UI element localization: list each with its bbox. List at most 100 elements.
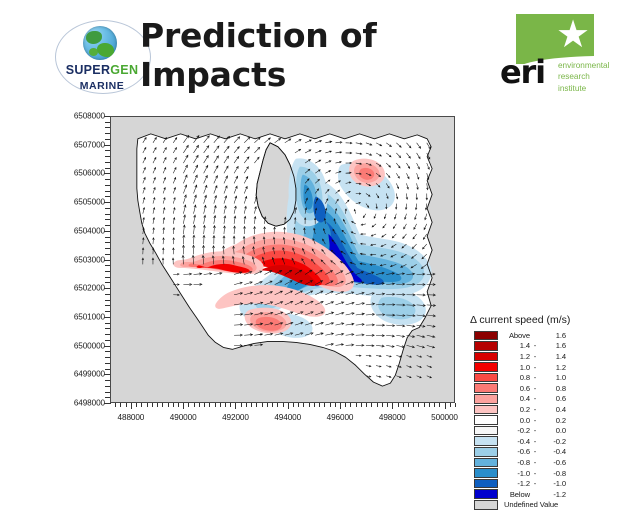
legend-entry-label: 1.4-1.6 bbox=[504, 341, 566, 350]
legend-color-swatch bbox=[474, 341, 498, 351]
eri-tagline: environmental research institute bbox=[558, 60, 624, 94]
legend-entry-label: 1.2-1.4 bbox=[504, 352, 566, 361]
current-vector-arrow bbox=[417, 335, 425, 337]
legend-entry: -0.4--0.2 bbox=[474, 436, 626, 447]
legend-entry: 1.2-1.4 bbox=[474, 351, 626, 362]
legend-entry: -1.2--1.0 bbox=[474, 478, 626, 489]
legend-color-swatch bbox=[474, 458, 498, 468]
legend-entry: -1.0--0.8 bbox=[474, 468, 626, 479]
current-vector-arrow bbox=[417, 376, 422, 378]
legend-entry-label: -1.2--1.0 bbox=[504, 479, 566, 488]
legend-color-swatch bbox=[474, 489, 498, 499]
y-axis-tick-label: 6506000 bbox=[74, 169, 105, 178]
legend-entry-label: -0.4--0.2 bbox=[504, 437, 566, 446]
current-vector-arrow bbox=[417, 345, 425, 348]
x-axis-tick-label: 494000 bbox=[274, 413, 301, 422]
legend-entry-label: Below-1.2 bbox=[504, 490, 566, 499]
y-axis-tick-label: 6504000 bbox=[74, 226, 105, 235]
current-vector-arrow bbox=[142, 258, 144, 264]
legend-entry-label: 0.2-0.4 bbox=[504, 405, 566, 414]
current-vector-arrow bbox=[406, 366, 411, 368]
legend-entry-label: 0.8-1.0 bbox=[504, 373, 566, 382]
legend-color-swatch bbox=[474, 373, 498, 383]
legend-entry-label: 0.0-0.2 bbox=[504, 416, 566, 425]
current-vector-arrow bbox=[427, 335, 435, 337]
current-vector-arrow bbox=[142, 238, 144, 244]
current-vector-arrow bbox=[142, 248, 144, 254]
eri-tagline-line3: institute bbox=[558, 83, 624, 94]
legend-entry: -0.6--0.4 bbox=[474, 447, 626, 458]
legend-entry: 1.4-1.6 bbox=[474, 341, 626, 352]
legend-entry: -0.2-0.0 bbox=[474, 425, 626, 436]
legend-entry-label: -0.8--0.6 bbox=[504, 458, 566, 467]
y-axis-tick-label: 6507000 bbox=[74, 140, 105, 149]
slide-header: SUPERGEN MARINE Prediction of Impacts ★ … bbox=[0, 0, 638, 108]
map-canvas bbox=[111, 117, 454, 402]
legend-color-swatch bbox=[474, 415, 498, 425]
current-vector-arrow bbox=[173, 294, 179, 296]
legend-color-swatch bbox=[474, 479, 498, 489]
x-axis-tick-label: 492000 bbox=[222, 413, 249, 422]
x-axis-tick-label: 496000 bbox=[327, 413, 354, 422]
current-vector-arrow bbox=[406, 376, 411, 378]
legend-entry-label: Undefined Value bbox=[504, 500, 558, 509]
current-vector-arrow bbox=[152, 258, 154, 264]
legend-entry-label: -0.2-0.0 bbox=[504, 426, 566, 435]
legend-title: Δ current speed (m/s) bbox=[470, 314, 570, 326]
eri-wordmark: eri bbox=[500, 56, 545, 88]
x-axis-tick-label: 500000 bbox=[431, 413, 458, 422]
globe-icon bbox=[83, 26, 117, 60]
current-vector-arrow bbox=[427, 366, 432, 368]
legend-entry-label: -0.6--0.4 bbox=[504, 447, 566, 456]
legend-entry-label: 0.4-0.6 bbox=[504, 394, 566, 403]
x-axis-labels: 488000 490000 492000 494000 496000 498000 5000… bbox=[110, 404, 455, 426]
legend-color-swatch bbox=[474, 468, 498, 478]
current-vector-arrow bbox=[427, 345, 435, 348]
legend-entry: 0.0-0.2 bbox=[474, 415, 626, 426]
slide-root: SUPERGEN MARINE Prediction of Impacts ★ … bbox=[0, 0, 638, 451]
x-axis-tick-label: 498000 bbox=[379, 413, 406, 422]
star-icon: ★ bbox=[556, 20, 588, 52]
supergen-word-super: SUPER bbox=[66, 63, 111, 77]
legend-color-swatch bbox=[474, 362, 498, 372]
y-axis-tick-label: 6501000 bbox=[74, 312, 105, 321]
x-axis-tick-label: 488000 bbox=[118, 413, 145, 422]
y-axis-tick-label: 6498000 bbox=[74, 399, 105, 408]
eri-logo: ★ eri environmental research institute bbox=[496, 14, 624, 98]
eri-tagline-line2: research bbox=[558, 71, 624, 82]
legend-color-swatch bbox=[474, 447, 498, 457]
legend-color-swatch bbox=[474, 426, 498, 436]
current-vector-arrow bbox=[427, 356, 432, 358]
legend-entry: Below-1.2 bbox=[474, 489, 626, 500]
y-axis-tick-label: 6499000 bbox=[74, 370, 105, 379]
legend-color-swatch bbox=[474, 331, 498, 341]
legend-entry-label: 1.0-1.2 bbox=[504, 363, 566, 372]
legend-color-swatch bbox=[474, 500, 498, 510]
legend-entry: Undefined Value bbox=[474, 500, 626, 510]
legend-color-swatch bbox=[474, 383, 498, 393]
page-title: Prediction of Impacts bbox=[140, 28, 480, 82]
legend-color-swatch bbox=[474, 394, 498, 404]
current-vector-arrow bbox=[152, 248, 154, 254]
map-plot-area bbox=[110, 116, 455, 403]
current-vector-arrow bbox=[254, 344, 262, 346]
current-vector-arrow bbox=[427, 376, 432, 378]
legend-color-swatch bbox=[474, 436, 498, 446]
legend-color-swatch bbox=[474, 405, 498, 415]
legend-entry: 0.2-0.4 bbox=[474, 404, 626, 415]
current-vector-arrow bbox=[427, 315, 436, 317]
x-axis-tick-label: 490000 bbox=[170, 413, 197, 422]
legend-entry: 0.4-0.6 bbox=[474, 394, 626, 405]
legend-entry-label: 0.6-0.8 bbox=[504, 384, 566, 393]
y-axis-tick-label: 6503000 bbox=[74, 255, 105, 264]
current-vector-arrow bbox=[406, 345, 414, 347]
y-axis-tick-label: 6502000 bbox=[74, 284, 105, 293]
legend-entry: 0.6-0.8 bbox=[474, 383, 626, 394]
current-vector-arrow bbox=[396, 376, 401, 378]
